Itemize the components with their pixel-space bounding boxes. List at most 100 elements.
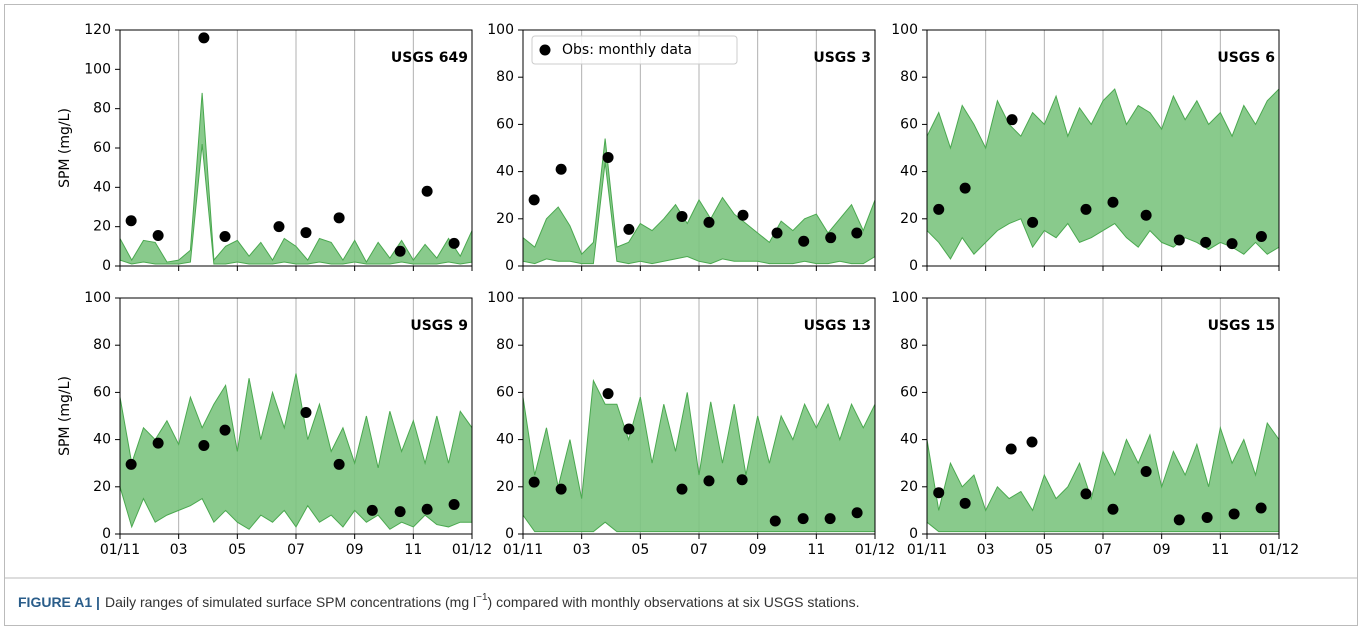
x-tick-label: 03 <box>573 542 591 558</box>
obs-point <box>1026 436 1038 448</box>
obs-point <box>1173 234 1185 246</box>
obs-point <box>825 232 837 244</box>
panel-title: USGS 3 <box>813 50 871 66</box>
x-tick-label: 01/11 <box>100 542 140 558</box>
obs-point <box>797 513 809 525</box>
x-tick-label: 03 <box>977 542 995 558</box>
panel-title: USGS 15 <box>1208 318 1275 334</box>
figure-frame <box>4 4 1358 626</box>
band-lower-edge <box>523 162 875 265</box>
obs-point <box>737 209 749 221</box>
obs-point <box>394 245 406 257</box>
band-lower-edge <box>120 486 472 530</box>
range-band <box>927 89 1279 259</box>
y-tick-label: 100 <box>487 290 514 306</box>
y-tick-label: 40 <box>496 432 514 448</box>
panel-title: USGS 649 <box>391 50 468 66</box>
band-upper-edge <box>927 421 1279 512</box>
range-band <box>120 92 472 265</box>
obs-point <box>771 227 783 239</box>
obs-point <box>1005 443 1017 455</box>
y-tick-label: 0 <box>909 258 918 274</box>
range-band <box>927 423 1279 532</box>
y-tick-label: 20 <box>900 211 918 227</box>
obs-point <box>273 221 285 233</box>
obs-point <box>152 437 164 449</box>
x-tick-label: 09 <box>749 542 767 558</box>
obs-point <box>366 504 378 516</box>
band-lower-edge <box>927 218 1279 260</box>
obs-point <box>421 503 433 515</box>
y-tick-label: 80 <box>93 101 111 117</box>
obs-point <box>1140 465 1152 477</box>
obs-point <box>824 513 836 525</box>
y-tick-label: 40 <box>496 164 514 180</box>
range-band <box>523 380 875 532</box>
x-tick-label: 05 <box>1035 542 1053 558</box>
y-tick-label: 60 <box>93 140 111 156</box>
x-tick-label: 09 <box>1153 542 1171 558</box>
obs-point <box>1107 503 1119 515</box>
legend-label: Obs: monthly data <box>562 42 692 58</box>
obs-point <box>555 163 567 175</box>
x-tick-label: 01/11 <box>503 542 543 558</box>
obs-point <box>1226 238 1238 250</box>
y-tick-label: 60 <box>93 384 111 400</box>
obs-point <box>602 388 614 400</box>
y-tick-label: 100 <box>84 61 111 77</box>
band-lower-edge <box>120 144 472 265</box>
obs-point <box>736 474 748 486</box>
obs-point <box>198 32 210 44</box>
y-tick-label: 80 <box>900 337 918 353</box>
obs-point <box>1200 236 1212 248</box>
y-tick-label: 60 <box>900 384 918 400</box>
obs-point <box>623 223 635 235</box>
x-tick-label: 09 <box>346 542 364 558</box>
x-tick-label: 11 <box>807 542 825 558</box>
caption: FIGURE A1 | Daily ranges of simulated sur… <box>18 592 859 610</box>
x-tick-label: 05 <box>228 542 246 558</box>
obs-point <box>676 210 688 222</box>
obs-point <box>602 151 614 163</box>
obs-point <box>1201 511 1213 523</box>
band-lower-edge <box>927 521 1279 533</box>
y-tick-label: 100 <box>84 290 111 306</box>
obs-point <box>1255 231 1267 242</box>
caption-text: Daily ranges of simulated surface SPM co… <box>105 594 476 610</box>
caption-text: ) compared with monthly observations at … <box>488 594 860 610</box>
x-tick-label: 01/11 <box>907 542 947 558</box>
y-tick-label: 100 <box>487 22 514 38</box>
obs-point <box>555 483 567 495</box>
caption-label: FIGURE A1 | <box>18 594 100 610</box>
obs-point <box>300 227 312 239</box>
y-tick-label: 60 <box>496 116 514 132</box>
x-tick-label: 11 <box>1211 542 1229 558</box>
axes-frame <box>119 297 473 535</box>
y-tick-label: 20 <box>900 479 918 495</box>
obs-point <box>125 215 137 227</box>
obs-point <box>333 458 345 470</box>
y-tick-label: 120 <box>84 22 111 38</box>
y-tick-label: 20 <box>93 479 111 495</box>
obs-point <box>1107 196 1119 208</box>
obs-point <box>623 423 635 435</box>
obs-point <box>798 235 810 247</box>
y-tick-label: 40 <box>93 432 111 448</box>
obs-point <box>394 506 406 518</box>
obs-point <box>959 497 971 509</box>
obs-point <box>851 227 863 239</box>
y-tick-label: 0 <box>909 526 918 542</box>
obs-point <box>152 230 164 242</box>
x-tick-label: 11 <box>404 542 422 558</box>
obs-point <box>933 487 945 499</box>
obs-point <box>851 507 863 519</box>
legend-box <box>531 35 738 65</box>
band-upper-edge <box>120 373 472 469</box>
obs-point <box>703 475 715 487</box>
y-tick-label: 20 <box>496 211 514 227</box>
obs-point <box>219 231 231 242</box>
obs-point <box>198 440 210 451</box>
obs-point <box>1140 209 1152 221</box>
y-tick-label: 80 <box>93 337 111 353</box>
